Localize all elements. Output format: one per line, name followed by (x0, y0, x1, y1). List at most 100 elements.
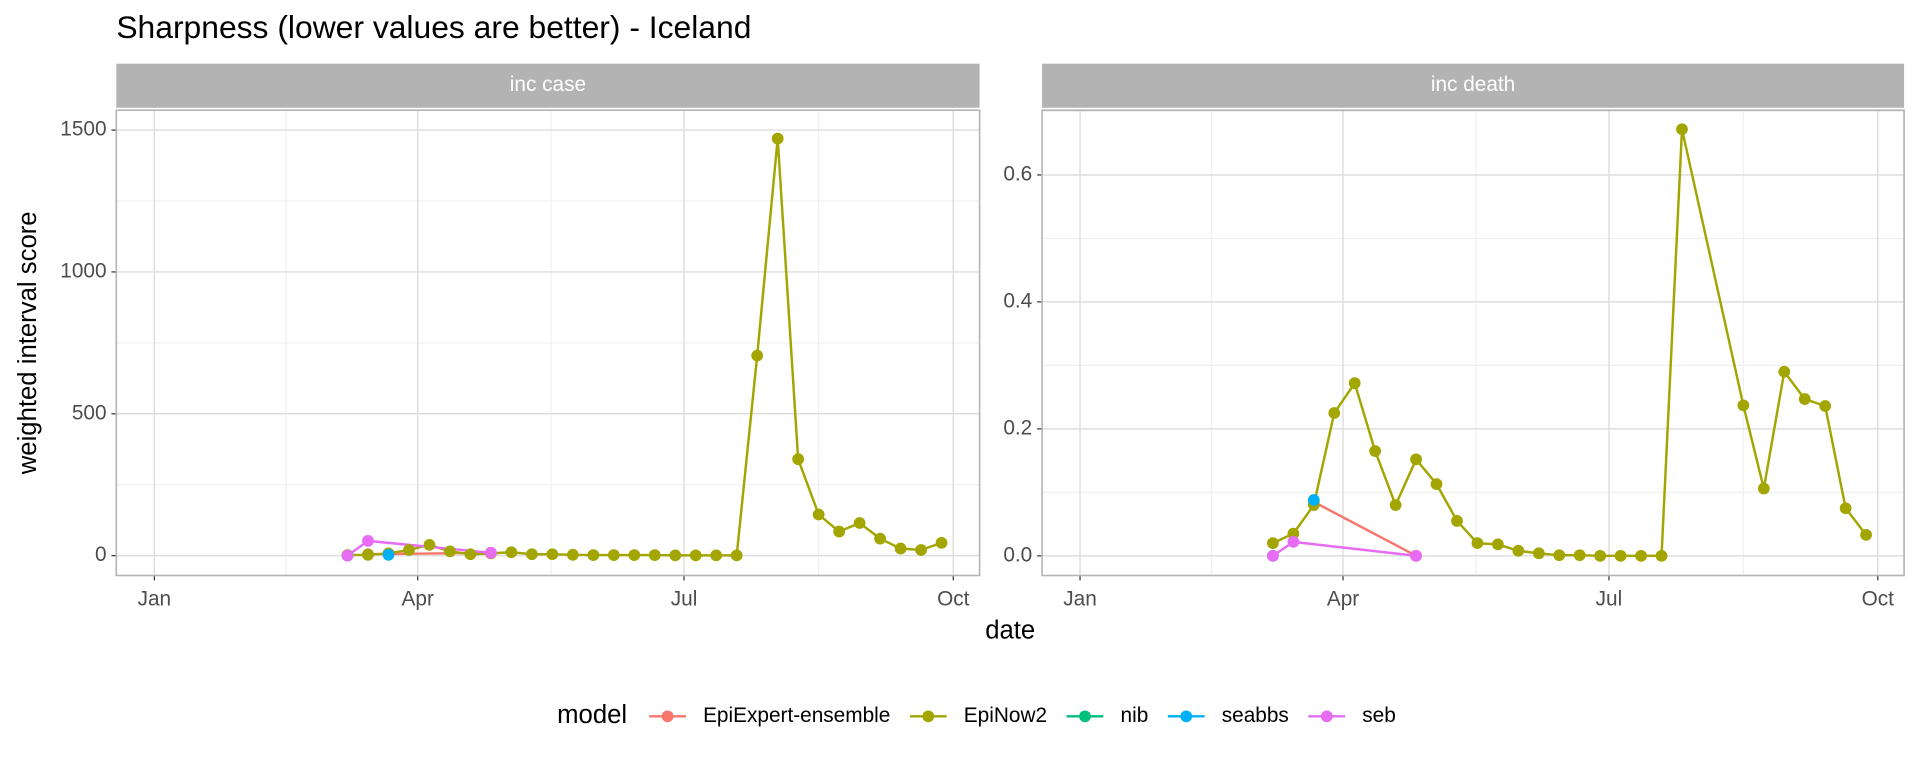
data-point (1614, 549, 1627, 562)
data-point (403, 544, 415, 556)
data-point (1798, 393, 1811, 405)
legend-label: seabbs (1222, 704, 1289, 727)
data-point (1737, 399, 1750, 412)
data-point (362, 535, 374, 547)
x-tick-label: Jul (671, 588, 698, 611)
panel-border (1041, 109, 1905, 577)
data-point (464, 548, 477, 561)
data-point (628, 549, 641, 561)
y-tick-label: 1000 (60, 259, 106, 282)
facet-label: inc case (510, 73, 586, 96)
x-axis-label: date (985, 617, 1035, 645)
legend-marker (1320, 710, 1333, 723)
facet-label: inc death (1431, 73, 1515, 96)
data-point (485, 546, 497, 559)
x-tick-label: Jan (1063, 588, 1097, 611)
data-point (648, 549, 661, 561)
legend-title: model (557, 701, 627, 729)
data-point (1573, 549, 1586, 562)
data-point (1676, 123, 1688, 136)
data-point (607, 549, 620, 561)
data-point (669, 549, 682, 562)
data-point (1369, 445, 1382, 457)
x-tick-label: Jan (138, 588, 172, 611)
data-point (1348, 377, 1361, 390)
legend-label: nib (1121, 704, 1149, 727)
data-point (1655, 549, 1668, 562)
data-point (1471, 537, 1484, 550)
data-point (1553, 549, 1566, 562)
x-tick-label: Jul (1596, 588, 1623, 611)
y-tick-label: 0 (95, 543, 107, 566)
data-point (423, 538, 436, 551)
data-point (751, 349, 764, 362)
y-tick-label: 0.4 (1003, 289, 1032, 312)
data-point (1267, 549, 1279, 562)
data-point (505, 546, 518, 559)
data-point (915, 544, 927, 556)
data-point (1492, 538, 1504, 551)
data-point (1757, 482, 1770, 495)
data-point (730, 549, 743, 562)
legend-marker (1180, 710, 1193, 723)
legend-marker (922, 710, 935, 723)
data-point (587, 549, 600, 561)
data-point (1430, 478, 1443, 490)
y-tick-label: 1500 (60, 118, 106, 141)
y-tick-label: 0.2 (1003, 416, 1032, 439)
data-point (689, 549, 702, 562)
data-point (1328, 407, 1341, 419)
data-point (1451, 515, 1463, 527)
data-point (1594, 549, 1607, 562)
data-point (792, 453, 805, 466)
data-point (833, 525, 846, 538)
chart-title: Sharpness (lower values are better) - Ic… (116, 9, 751, 45)
data-point (444, 545, 456, 558)
data-point (1307, 494, 1320, 506)
x-tick-label: Oct (937, 588, 970, 611)
data-point (382, 548, 395, 561)
x-tick-label: Oct (1862, 588, 1895, 611)
data-point (1778, 365, 1791, 378)
data-point (546, 548, 559, 561)
facet-strip (1042, 63, 1905, 108)
facet-strip (116, 63, 980, 108)
data-point (1819, 400, 1832, 412)
data-point (935, 537, 948, 549)
legend-label: EpiNow2 (964, 704, 1047, 727)
legend-label: EpiExpert-ensemble (703, 704, 890, 727)
data-point (1410, 549, 1422, 562)
data-point (894, 542, 907, 555)
data-point (1860, 529, 1872, 541)
panel-border (115, 109, 981, 577)
data-point (362, 548, 374, 561)
series-line (1313, 500, 1417, 557)
data-point (710, 549, 723, 562)
legend-marker (661, 710, 674, 723)
data-point (1532, 547, 1545, 560)
data-point (525, 548, 538, 561)
y-tick-label: 0.6 (1003, 162, 1032, 185)
data-point (341, 549, 354, 562)
y-axis-label: weighted interval score (14, 211, 42, 475)
x-tick-label: Apr (402, 588, 434, 611)
data-point (771, 132, 784, 145)
series-line (1272, 128, 1868, 558)
legend-label: seb (1362, 704, 1396, 727)
y-tick-label: 0.0 (1003, 543, 1032, 566)
data-point (874, 532, 886, 545)
data-point (1839, 502, 1852, 515)
data-point (1287, 527, 1300, 540)
data-point (1389, 499, 1402, 511)
data-point (812, 508, 825, 521)
data-point (853, 517, 866, 529)
data-point (1267, 537, 1279, 550)
x-tick-label: Apr (1327, 588, 1359, 611)
data-point (1512, 544, 1525, 557)
data-point (1410, 453, 1422, 466)
y-tick-label: 500 (72, 401, 107, 424)
data-point (1635, 549, 1647, 562)
legend-marker (1079, 710, 1091, 723)
